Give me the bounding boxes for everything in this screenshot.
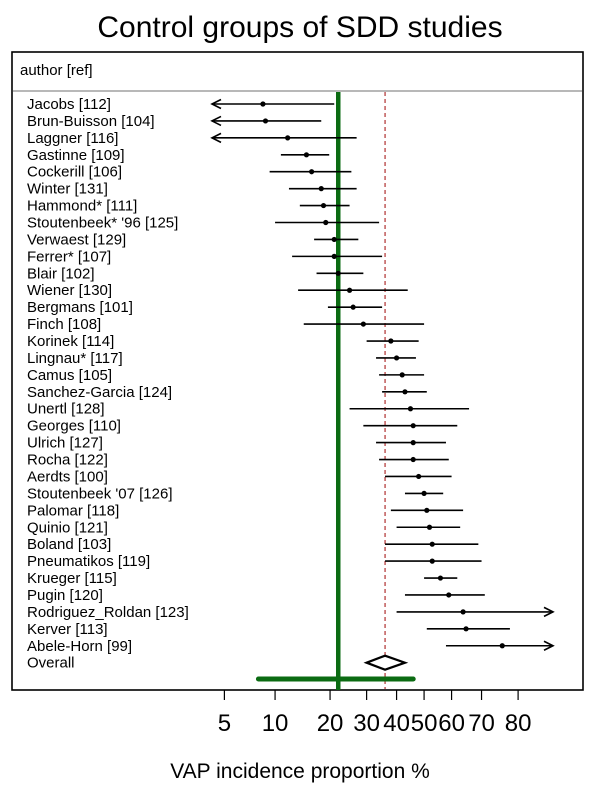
study-label: Hammond* [111] — [27, 198, 137, 215]
study-label: Jacobs [112] — [27, 96, 111, 113]
study-label: Korinek [114] — [27, 333, 114, 350]
point-estimate — [388, 338, 394, 344]
study-label: Aerdts [100] — [27, 468, 108, 485]
study-labels: Jacobs [112]Brun-Buisson [104]Laggner [1… — [27, 96, 189, 672]
study-label: Sanchez-Garcia [124] — [27, 384, 172, 401]
point-estimate — [346, 287, 353, 293]
ci-arrow-right — [543, 640, 555, 651]
study-label: Wiener [130] — [27, 282, 112, 299]
study-label: Rocha [122] — [27, 452, 108, 469]
point-estimate — [318, 186, 324, 192]
x-tick-label: 40 — [383, 710, 410, 737]
study-label: Gastinne [109] — [27, 147, 125, 164]
point-estimate — [331, 236, 337, 243]
study-label: Winter [131] — [27, 181, 108, 198]
point-estimate — [320, 202, 327, 209]
point-estimate — [260, 101, 266, 107]
point-estimate — [410, 440, 416, 446]
study-label: Bergmans [101] — [27, 299, 133, 316]
column-header: author [ref] — [20, 62, 93, 79]
study-label: Lingnau* [117] — [27, 350, 123, 367]
study-label: Blair [102] — [27, 265, 95, 282]
ci-arrow-left — [210, 98, 222, 110]
point-estimate — [407, 406, 414, 412]
point-estimate — [331, 253, 337, 259]
study-label: Rodriguez_Roldan [123] — [27, 604, 189, 621]
x-tick-label: 60 — [438, 710, 465, 737]
point-estimate — [426, 524, 433, 530]
chart-title: Control groups of SDD studies — [97, 11, 502, 44]
study-label: Stoutenbeek* '96 [125] — [27, 215, 178, 232]
x-axis: 5 10 20 30 40 50 60 70 80 — [218, 690, 532, 737]
x-tick-label: 50 — [411, 710, 438, 737]
x-tick-label: 30 — [353, 710, 380, 737]
point-estimate — [429, 541, 435, 547]
x-tick-label: 80 — [505, 710, 532, 737]
study-label: Palomar [118] — [27, 502, 119, 519]
ci-arrow-right — [543, 606, 555, 618]
reference-lines — [335, 92, 386, 690]
study-label: Pugin [120] — [27, 587, 103, 604]
study-label: Georges [110] — [27, 418, 121, 435]
point-estimate — [350, 304, 356, 310]
x-tick-label: 20 — [317, 710, 344, 737]
study-label: Laggner [116] — [27, 130, 118, 147]
ci-arrow-left — [210, 115, 222, 127]
point-estimate — [460, 609, 466, 615]
study-label: Kerver [113] — [27, 621, 108, 638]
point-estimate — [309, 169, 315, 175]
study-label: Boland [103] — [27, 536, 111, 553]
point-estimate — [402, 389, 408, 395]
study-label: Finch [108] — [27, 316, 101, 333]
point-estimate — [285, 135, 291, 141]
study-label: Cockerill [106] — [27, 164, 122, 181]
point-estimate — [399, 372, 405, 378]
study-label: Verwaest [129] — [27, 231, 126, 248]
study-label: Krueger [115] — [27, 570, 117, 587]
plot-frame — [11, 51, 584, 691]
x-axis-label: VAP incidence proportion % — [170, 760, 430, 783]
point-estimate — [323, 219, 329, 226]
study-label: Ferrer* [107] — [27, 248, 111, 265]
study-marks — [210, 98, 555, 651]
study-label: Ulrich [127] — [27, 435, 103, 452]
overall-diamond — [363, 654, 409, 671]
study-label: Abele-Horn [99] — [27, 638, 132, 655]
study-label: Brun-Buisson [104] — [27, 113, 155, 130]
study-label: Stoutenbeek '07 [126] — [27, 485, 172, 502]
study-label: Camus [105] — [27, 367, 112, 384]
point-estimate — [360, 321, 366, 327]
study-label: Quinio [121] — [27, 519, 108, 536]
point-estimate — [335, 270, 341, 276]
ci-arrow-left — [210, 132, 222, 144]
x-tick-label: 70 — [468, 710, 495, 737]
point-estimate — [429, 558, 435, 564]
study-label: Unertl [128] — [27, 401, 105, 418]
point-estimate — [410, 456, 416, 463]
point-estimate — [437, 575, 444, 581]
point-estimate — [499, 643, 505, 649]
point-estimate — [410, 423, 416, 429]
point-estimate — [463, 626, 469, 632]
study-label: Pneumatikos [119] — [27, 553, 150, 570]
point-estimate — [262, 118, 269, 124]
point-estimate — [303, 152, 310, 158]
point-estimate — [393, 355, 400, 361]
point-estimate — [416, 473, 422, 480]
point-estimate — [421, 490, 427, 496]
overall-label: Overall — [27, 655, 75, 672]
point-estimate — [446, 592, 452, 598]
x-tick-label: 10 — [262, 710, 289, 737]
point-estimate — [424, 507, 430, 513]
overall-estimate — [255, 654, 416, 682]
x-tick-label: 5 — [218, 710, 231, 737]
